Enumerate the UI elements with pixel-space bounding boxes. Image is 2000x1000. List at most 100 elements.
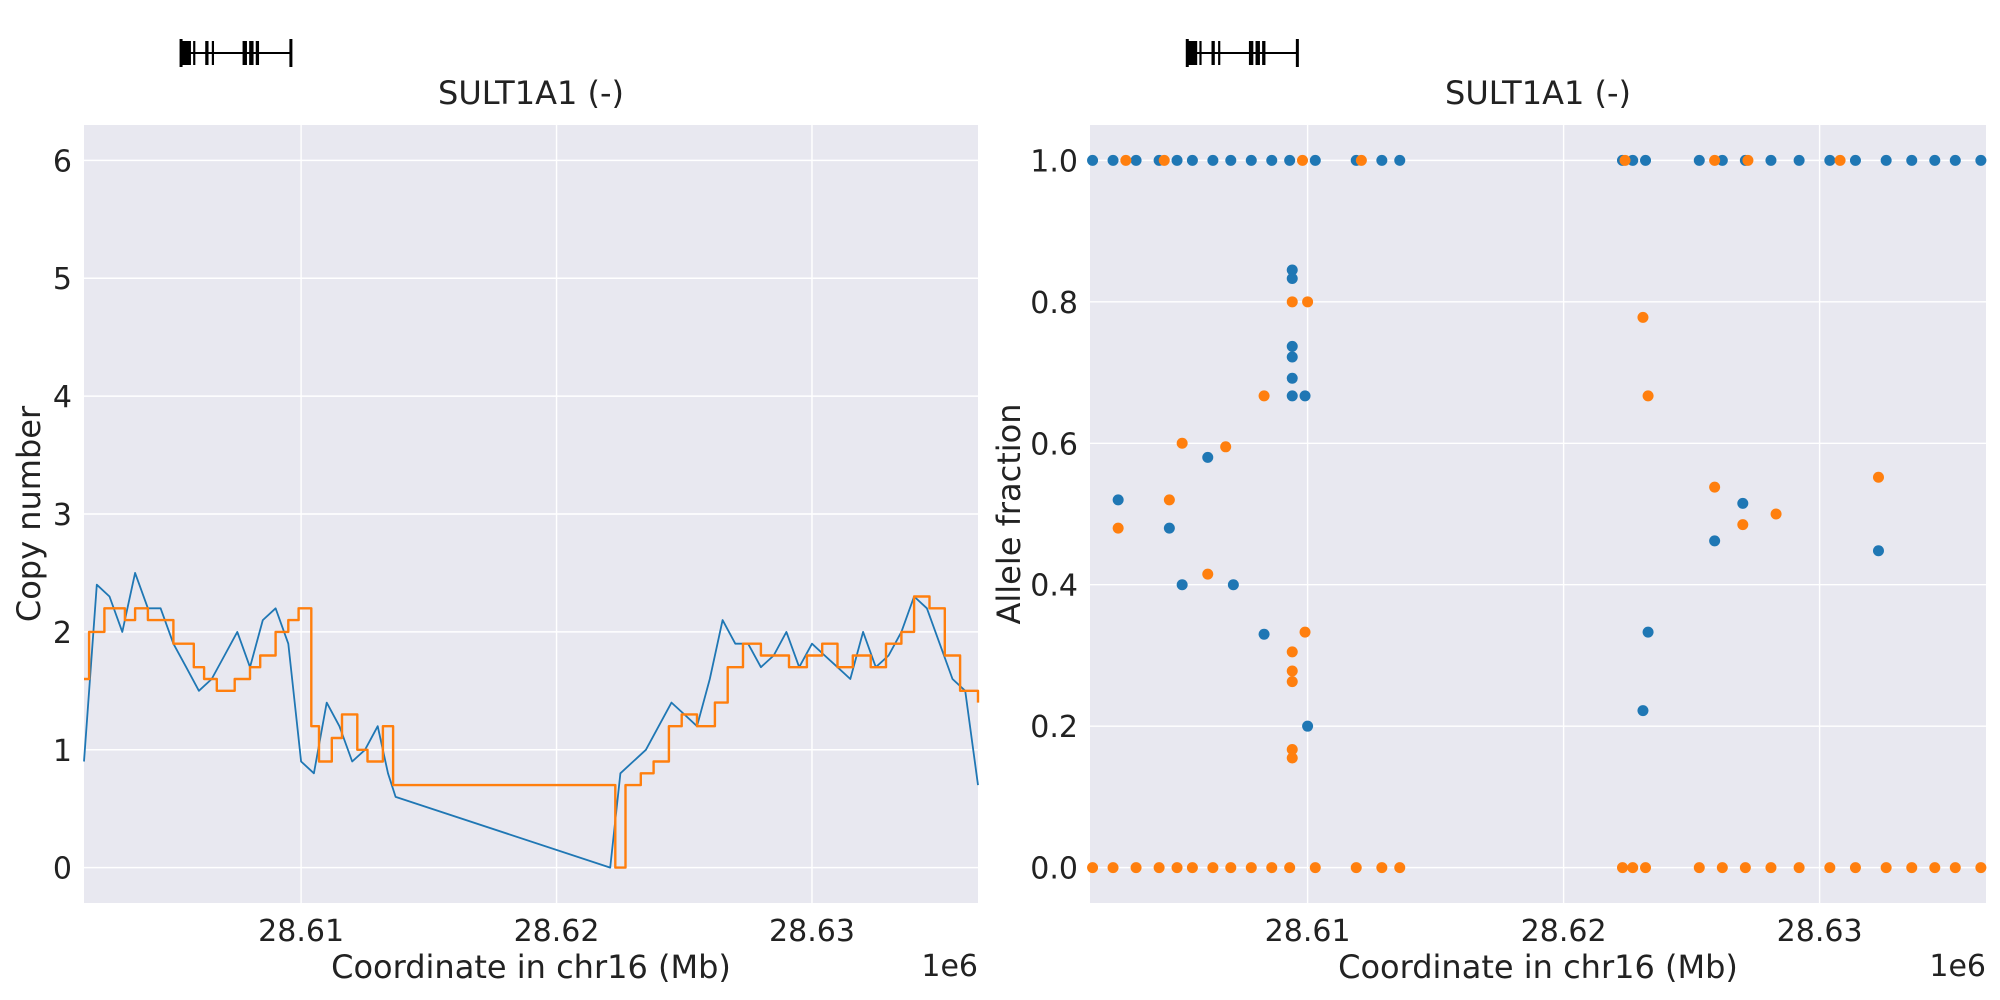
allele-fraction-x-tick-labels: 28.61 28.62 28.63 xyxy=(1265,914,1863,949)
allele-fraction-point xyxy=(1153,862,1165,874)
allele-fraction-point xyxy=(1171,862,1183,874)
copy-number-y-tick-label: 6 xyxy=(53,144,72,179)
allele-fraction-gene-label: SULT1A1 (-) xyxy=(1445,74,1631,112)
copy-number-series-line xyxy=(83,572,979,869)
allele-fraction-point xyxy=(1394,862,1406,874)
gene-exon xyxy=(1248,41,1254,65)
allele-fraction-point xyxy=(1245,154,1257,166)
allele-fraction-point xyxy=(1716,862,1728,874)
allele-fraction-point xyxy=(1880,154,1892,166)
allele-fraction-point xyxy=(1770,508,1782,520)
allele-fraction-point xyxy=(1186,154,1198,166)
gene-exon xyxy=(242,41,247,65)
copy-number-gridlines xyxy=(84,125,978,903)
allele-fraction-gene-track xyxy=(1185,39,1299,67)
allele-fraction-y-tick-label: 0.8 xyxy=(1030,286,1078,321)
allele-fraction-point xyxy=(1258,628,1270,640)
gene-exon xyxy=(211,41,215,65)
allele-fraction-point xyxy=(1616,862,1628,874)
gene-exon xyxy=(1211,41,1215,65)
gene-exon xyxy=(255,41,260,65)
allele-fraction-point xyxy=(1227,579,1239,591)
allele-fraction-point xyxy=(1737,497,1749,509)
allele-fraction-gridlines xyxy=(1090,125,1986,903)
allele-fraction-y-tick-label: 0.4 xyxy=(1030,569,1078,604)
allele-fraction-point xyxy=(1849,862,1861,874)
allele-fraction-point xyxy=(1949,154,1961,166)
allele-fraction-x-tick-label: 28.61 xyxy=(1265,914,1351,949)
gene-exon xyxy=(1187,41,1198,65)
allele-fraction-x-tick-label: 28.63 xyxy=(1777,914,1863,949)
allele-fraction-point xyxy=(1309,862,1321,874)
allele-fraction-point xyxy=(1258,390,1270,402)
allele-fraction-point xyxy=(1637,311,1649,323)
allele-fraction-point xyxy=(1087,862,1099,874)
allele-fraction-point xyxy=(1693,154,1705,166)
allele-fraction-point xyxy=(1286,272,1298,284)
allele-fraction-x-tick-label: 28.62 xyxy=(1521,914,1607,949)
allele-fraction-point xyxy=(1376,862,1388,874)
allele-fraction-point xyxy=(1207,154,1219,166)
allele-fraction-point xyxy=(1176,437,1188,449)
allele-fraction-y-tick-label: 0.0 xyxy=(1030,852,1078,887)
copy-number-x-tick-label: 28.63 xyxy=(769,914,855,949)
allele-fraction-point xyxy=(1286,372,1298,384)
gene-exon xyxy=(1218,41,1221,65)
allele-fraction-point xyxy=(1906,862,1918,874)
allele-fraction-point xyxy=(1302,720,1314,732)
allele-fraction-point xyxy=(1872,471,1884,483)
allele-fraction-point xyxy=(1975,862,1987,874)
allele-fraction-point xyxy=(1949,862,1961,874)
allele-fraction-point xyxy=(1286,340,1298,352)
gene-exon xyxy=(249,41,254,65)
allele-fraction-point xyxy=(1266,862,1278,874)
allele-fraction-point xyxy=(1112,522,1124,534)
allele-fraction-point xyxy=(1225,154,1237,166)
allele-fraction-point xyxy=(1793,154,1805,166)
allele-fraction-point xyxy=(1872,545,1884,557)
allele-fraction-point xyxy=(1284,862,1296,874)
allele-fraction-point xyxy=(1286,264,1298,276)
allele-fraction-point xyxy=(1176,579,1188,591)
allele-fraction-x-axis-label: Coordinate in chr16 (Mb) xyxy=(1338,948,1738,986)
allele-fraction-point xyxy=(1225,862,1237,874)
copy-number-x-axis-label: Coordinate in chr16 (Mb) xyxy=(331,948,731,986)
allele-fraction-point xyxy=(1112,494,1124,506)
allele-fraction-point xyxy=(1742,154,1754,166)
allele-fraction-point xyxy=(1834,154,1846,166)
allele-fraction-point xyxy=(1709,481,1721,493)
allele-fraction-point xyxy=(1286,744,1298,756)
allele-fraction-series xyxy=(1087,154,1987,874)
allele-fraction-y-axis-label: Allele fraction xyxy=(990,403,1028,624)
allele-fraction-y-tick-label: 0.6 xyxy=(1030,427,1078,462)
allele-fraction-point xyxy=(1158,154,1170,166)
allele-fraction-point xyxy=(1286,646,1298,658)
copy-number-gene-track xyxy=(179,39,293,67)
allele-fraction-point xyxy=(1163,522,1175,534)
allele-fraction-point xyxy=(1929,154,1941,166)
allele-fraction-y-tick-label: 0.2 xyxy=(1030,710,1078,745)
copy-number-y-tick-label: 1 xyxy=(53,734,72,769)
gene-exon xyxy=(205,41,209,65)
allele-fraction-point xyxy=(1186,862,1198,874)
allele-fraction-chart: 28.61 28.62 28.63 0.0 0.2 0.4 0.6 0.8 1.0 SULT1… xyxy=(990,39,1987,986)
allele-fraction-point xyxy=(1355,154,1367,166)
allele-fraction-point xyxy=(1107,862,1119,874)
allele-fraction-point xyxy=(1286,676,1298,688)
allele-fraction-point xyxy=(1171,154,1183,166)
copy-number-x-offset-label: 1e6 xyxy=(921,949,978,984)
allele-fraction-point xyxy=(1627,154,1639,166)
allele-fraction-plot-area xyxy=(1090,125,1986,903)
allele-fraction-x-offset-label: 1e6 xyxy=(1929,949,1986,984)
allele-fraction-y-tick-labels: 0.0 0.2 0.4 0.6 0.8 1.0 xyxy=(1030,144,1078,886)
allele-fraction-point xyxy=(1709,535,1721,547)
allele-fraction-point xyxy=(1266,154,1278,166)
allele-fraction-point xyxy=(1299,390,1311,402)
allele-fraction-point xyxy=(1309,154,1321,166)
allele-fraction-point xyxy=(1302,296,1314,308)
copy-number-series xyxy=(83,572,980,869)
copy-number-y-axis-label: Copy number xyxy=(10,405,48,622)
gene-exon xyxy=(1199,41,1202,65)
gene-exon xyxy=(181,41,191,65)
